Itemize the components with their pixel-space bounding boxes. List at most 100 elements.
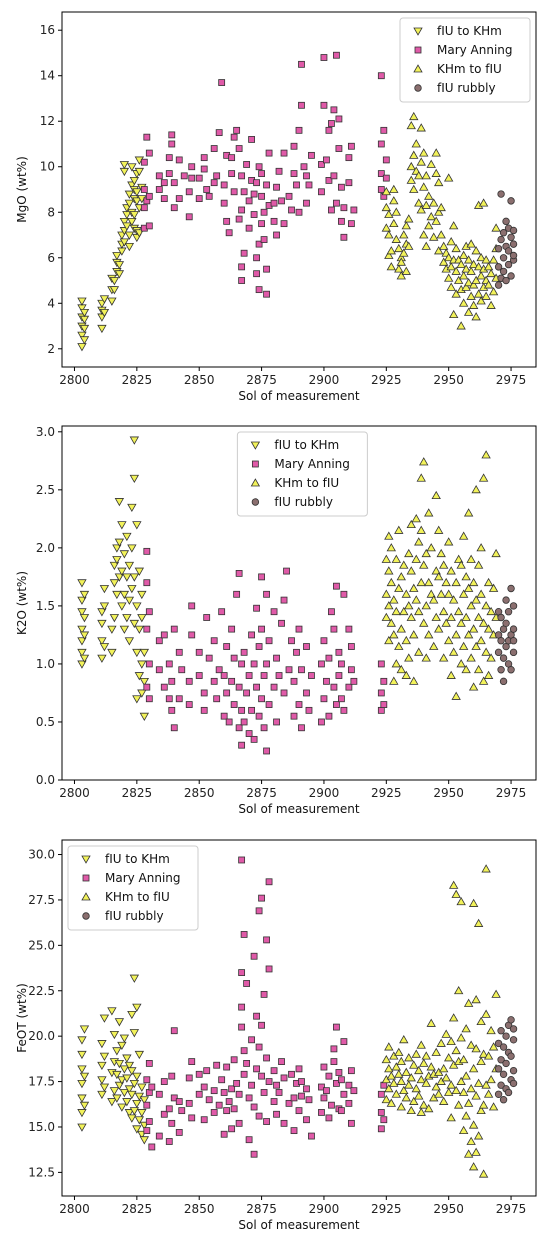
data-point — [333, 199, 340, 207]
data-point — [473, 612, 484, 621]
data-point — [399, 560, 409, 569]
data-point — [330, 1045, 338, 1053]
data-point — [107, 1098, 117, 1107]
data-point — [132, 695, 142, 704]
data-point — [478, 1049, 489, 1058]
data-point — [122, 614, 132, 623]
data-point — [240, 931, 248, 938]
panel-1: 2800 2825 2850 2875 2900 2925 2950 2975 2 4 6 8 10 12… — [15, 11, 537, 403]
x-tick-label: 2825 — [122, 373, 153, 387]
legend: fIU to KHm Mary Anning KHm to fIU fIU rubbl… — [67, 845, 199, 931]
data-point — [421, 1078, 431, 1087]
data-point — [419, 230, 429, 239]
data-point — [486, 300, 496, 309]
data-point — [248, 631, 256, 639]
data-point — [238, 1023, 246, 1031]
data-point — [323, 156, 330, 164]
data-point — [117, 1076, 127, 1085]
data-point — [253, 179, 260, 187]
data-point — [381, 589, 392, 598]
data-point — [260, 990, 268, 998]
data-point — [134, 167, 145, 177]
data-point — [335, 145, 343, 152]
data-point — [434, 1089, 444, 1098]
data-point — [308, 151, 315, 159]
data-point — [384, 1042, 394, 1051]
data-point — [127, 1067, 137, 1076]
data-point — [325, 126, 333, 134]
data-point — [253, 683, 260, 691]
data-point — [295, 1107, 303, 1115]
data-point — [404, 653, 414, 662]
data-point — [263, 290, 270, 298]
data-point — [424, 1104, 434, 1113]
data-point — [509, 1036, 518, 1044]
data-point — [305, 706, 313, 714]
data-point — [384, 1084, 394, 1093]
data-point — [333, 701, 340, 708]
data-point — [394, 1069, 404, 1078]
data-point — [280, 220, 288, 228]
data-point — [119, 590, 130, 600]
data-point — [406, 1105, 416, 1115]
y-axis-label: FeOT (wt%) — [15, 983, 29, 1053]
data-point — [414, 1065, 424, 1075]
data-point — [77, 608, 87, 617]
data-point — [235, 683, 243, 691]
data-point — [77, 343, 87, 352]
data-point — [230, 1105, 238, 1113]
data-point — [451, 630, 461, 639]
data-point — [431, 612, 441, 621]
data-point — [384, 230, 394, 239]
data-point — [139, 1136, 150, 1145]
data-point — [414, 606, 424, 616]
data-point — [132, 188, 142, 197]
data-point — [223, 1063, 231, 1071]
data-point — [382, 174, 390, 182]
data-point — [389, 595, 399, 604]
data-point — [386, 1098, 396, 1107]
series-2 — [143, 856, 388, 1158]
data-point — [377, 186, 385, 193]
data-point — [436, 589, 446, 598]
data-point — [497, 637, 505, 645]
data-point — [114, 538, 125, 547]
data-point — [132, 1072, 142, 1081]
data-point — [263, 1118, 270, 1125]
data-point — [265, 965, 273, 973]
data-point — [175, 156, 183, 164]
data-point — [439, 1096, 449, 1105]
data-point — [458, 641, 469, 650]
data-point — [439, 257, 449, 266]
data-point — [504, 608, 513, 616]
data-point — [446, 1113, 456, 1122]
data-point — [99, 1083, 110, 1092]
data-point — [466, 653, 476, 662]
data-point — [200, 165, 208, 173]
data-point — [504, 260, 513, 269]
data-point — [404, 548, 414, 558]
data-point — [122, 573, 132, 582]
data-point — [330, 683, 338, 691]
data-point — [124, 1085, 135, 1094]
data-point — [497, 1056, 505, 1064]
data-point — [476, 271, 486, 280]
data-point — [419, 182, 429, 191]
legend-marker — [413, 64, 423, 73]
data-point — [258, 220, 265, 228]
data-point — [478, 1169, 489, 1178]
data-point — [481, 1080, 491, 1089]
data-point — [148, 1143, 156, 1151]
data-point — [399, 606, 409, 616]
series-1 — [77, 436, 150, 721]
data-point — [117, 1041, 127, 1051]
data-point — [431, 1047, 441, 1056]
data-point — [345, 1081, 353, 1089]
data-point — [416, 525, 426, 534]
data-point — [139, 1096, 150, 1105]
data-point — [139, 648, 150, 658]
data-point — [238, 206, 246, 214]
y-tick-label: 12.5 — [28, 1165, 55, 1179]
data-point — [288, 1070, 295, 1078]
y-tick-label: 10 — [40, 160, 55, 174]
